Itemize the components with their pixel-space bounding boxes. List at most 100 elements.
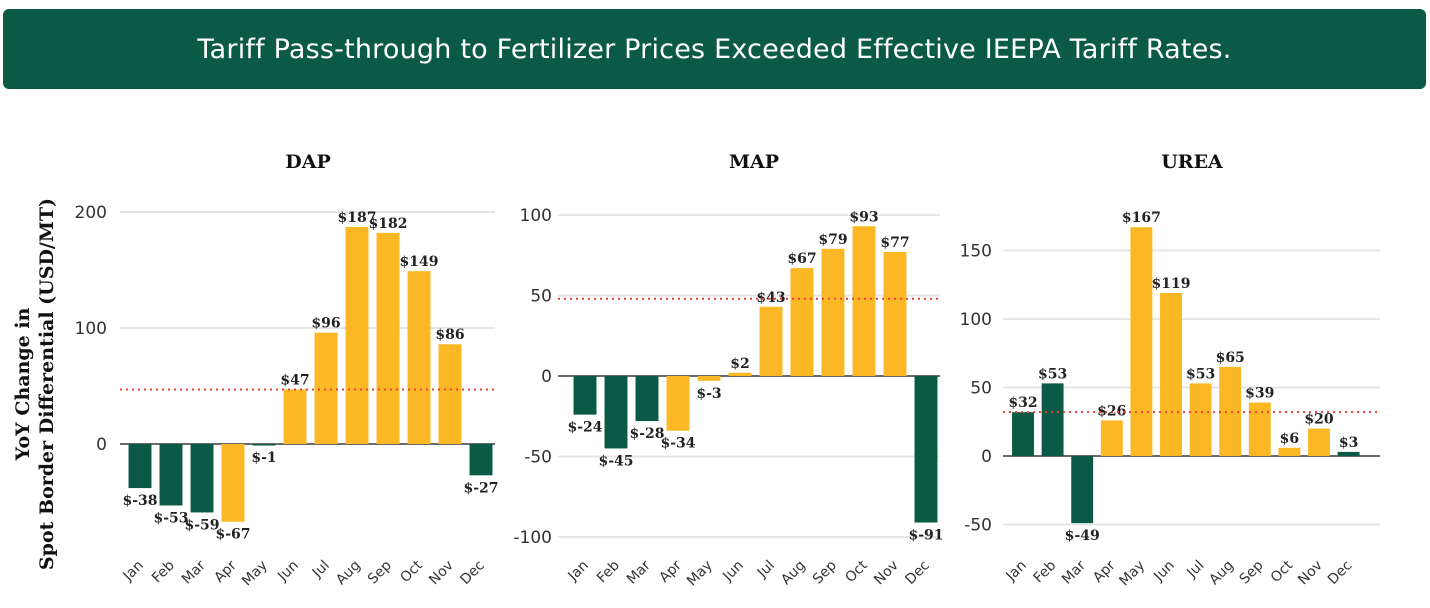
x-tick-label: Jan (565, 558, 592, 585)
y-tick-label: 100 (960, 310, 992, 330)
y-tick-label: -100 (513, 528, 552, 548)
x-tick-label: Jan (1003, 558, 1030, 585)
bar-jul (314, 332, 338, 444)
data-label: $65 (1216, 350, 1245, 366)
data-label: $43 (756, 290, 785, 306)
chart-panel-dap: DAP 0 100 200 $-38 Jan $-53 Feb $-59 Mar $-67 Apr $-… (75, 151, 499, 589)
y-tick-label: 150 (960, 242, 992, 262)
bar-feb (1041, 383, 1064, 456)
x-tick-label: Dec (457, 558, 487, 588)
chart-panel-urea: UREA-50050100150$32Jan$53Feb$-49Mar$26Ap… (960, 151, 1380, 589)
x-tick-label: Jul (309, 558, 333, 582)
bar-jun (728, 372, 752, 376)
bar-nov (1308, 428, 1330, 456)
chart-title: DAP (285, 151, 331, 173)
x-tick-label: Nov (871, 558, 902, 589)
x-tick-label: Apr (656, 557, 685, 586)
data-label: $93 (849, 209, 878, 225)
data-label: $77 (880, 235, 909, 251)
x-tick-label: Sep (810, 557, 840, 587)
bar-jun (283, 389, 307, 444)
data-label: $-24 (567, 420, 602, 436)
bar-mar (635, 376, 659, 422)
bar-feb (159, 444, 183, 506)
y-tick-label: -50 (524, 448, 552, 468)
x-tick-label: Jun (274, 558, 301, 585)
x-tick-label: Nov (1295, 558, 1326, 589)
bar-aug (790, 268, 814, 376)
title-banner: Tariff Pass-through to Fertilizer Prices… (3, 9, 1426, 89)
data-label: $6 (1280, 431, 1299, 447)
data-label: $32 (1008, 395, 1037, 411)
data-label: $-34 (660, 436, 695, 452)
bar-mar (190, 444, 214, 513)
y-tick-label: 100 (75, 319, 107, 339)
data-label: $-49 (1065, 528, 1100, 544)
y-tick-label: 0 (96, 435, 107, 455)
data-label: $96 (311, 316, 340, 332)
x-tick-label: Aug (1206, 558, 1237, 589)
x-tick-label: Dec (902, 558, 932, 588)
bar-sep (1248, 402, 1271, 456)
bar-dec (1337, 451, 1360, 456)
x-tick-label: Jun (719, 558, 746, 585)
data-label: $-91 (908, 528, 943, 544)
bar-apr (1100, 420, 1123, 456)
x-tick-label: Feb (1031, 557, 1060, 586)
data-label: $187 (338, 210, 377, 226)
data-label: $-45 (598, 453, 633, 469)
bar-oct (852, 226, 876, 376)
banner-title: Tariff Pass-through to Fertilizer Prices… (197, 33, 1232, 65)
data-label: $53 (1038, 366, 1067, 382)
bar-may (252, 444, 276, 446)
bar-nov (438, 344, 462, 444)
x-tick-label: Jul (1183, 558, 1207, 582)
bar-nov (883, 252, 907, 376)
y-tick-label: 50 (970, 379, 992, 399)
chart-title: MAP (729, 151, 779, 173)
data-label: $-53 (153, 510, 188, 526)
data-label: $-59 (184, 517, 219, 533)
chart-title: UREA (1161, 151, 1223, 173)
bar-oct (1278, 447, 1301, 456)
x-tick-label: Oct (842, 557, 871, 586)
x-tick-label: Aug (333, 558, 364, 589)
x-tick-label: Mar (624, 557, 654, 587)
data-label: $-1 (251, 450, 276, 466)
y-tick-label: 0 (541, 367, 552, 387)
x-tick-label: May (684, 558, 716, 590)
data-label: $2 (730, 356, 749, 372)
bar-apr (666, 376, 690, 431)
x-tick-label: Jun (1150, 558, 1177, 585)
x-tick-label: Aug (778, 558, 809, 589)
bar-mar (1071, 456, 1094, 524)
bar-jul (759, 306, 783, 376)
x-tick-label: Sep (1237, 557, 1267, 587)
data-label: $47 (280, 372, 309, 388)
bar-oct (407, 271, 431, 444)
chart-panel-map: MAP -100 -50 0 50 100 $-24 Jan $-45 Feb $-28 Mar $-3… (513, 151, 943, 589)
y-tick-label: 100 (520, 206, 552, 226)
bar-aug (345, 227, 369, 444)
x-tick-label: Oct (1268, 557, 1297, 586)
bar-jan (573, 376, 597, 415)
x-tick-label: Nov (426, 558, 457, 589)
data-label: $119 (1152, 276, 1191, 292)
data-label: $-27 (463, 480, 498, 496)
bar-jan (128, 444, 152, 489)
x-tick-label: Apr (1090, 557, 1119, 586)
x-tick-label: Apr (211, 557, 240, 586)
data-label: $149 (400, 254, 439, 270)
data-label: $-3 (696, 386, 721, 402)
y-tick-label: 200 (75, 203, 107, 223)
bar-sep (376, 232, 400, 444)
x-tick-label: Feb (594, 557, 623, 586)
bar-jan (1012, 412, 1034, 456)
data-label: $182 (369, 216, 408, 232)
data-label: $-38 (122, 493, 157, 509)
bar-jun (1160, 292, 1182, 456)
x-tick-label: May (239, 558, 271, 590)
data-label: $53 (1186, 366, 1215, 382)
data-label: $3 (1339, 435, 1358, 451)
